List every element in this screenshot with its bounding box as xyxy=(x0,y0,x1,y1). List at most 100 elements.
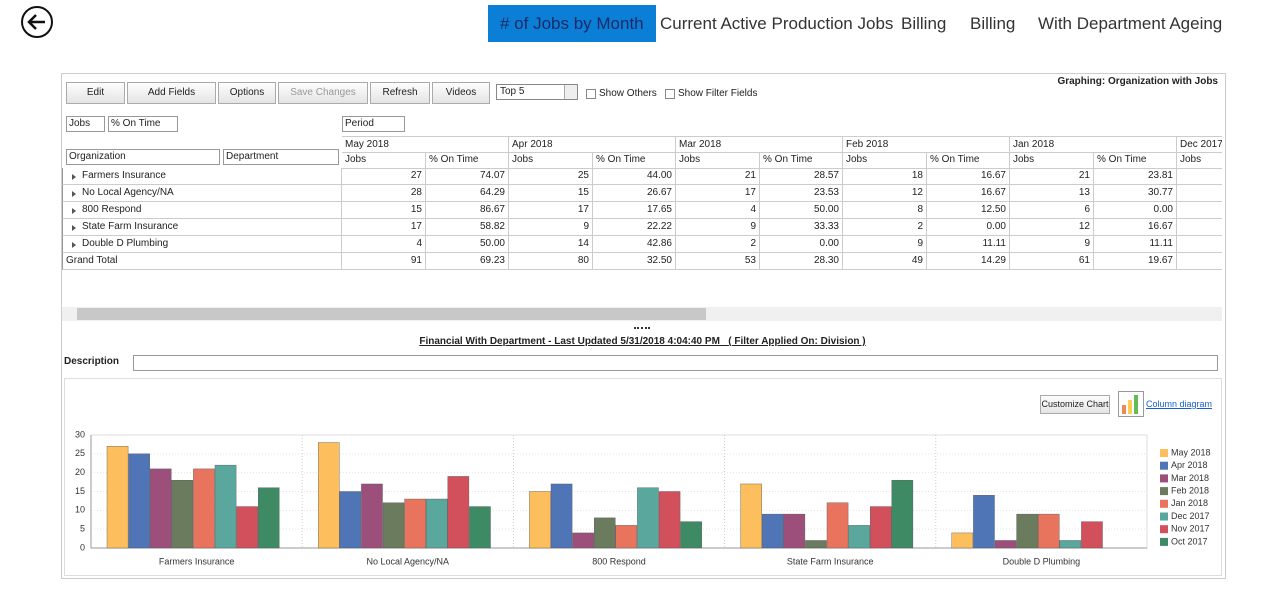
y-tick-label: 5 xyxy=(80,524,85,534)
pivot-cell: 2 xyxy=(676,236,760,253)
expand-icon[interactable] xyxy=(72,208,76,214)
checkbox[interactable] xyxy=(586,89,596,99)
nav-tab[interactable]: With Department Ageing xyxy=(1038,14,1223,33)
bar xyxy=(171,480,194,549)
legend-label: Nov 2017 xyxy=(1171,524,1210,534)
chart-link[interactable]: Column diagram xyxy=(1146,399,1213,409)
sub-header: % On Time xyxy=(426,152,509,169)
y-tick-label: 30 xyxy=(75,429,85,439)
column-field[interactable]: Period xyxy=(342,116,405,132)
bar xyxy=(550,483,573,549)
period-header: Apr 2018 xyxy=(509,136,676,153)
pivot-cell: 17.65 xyxy=(593,202,676,219)
bar xyxy=(848,525,870,549)
pivot-cell: 91 xyxy=(342,253,426,270)
toolbar-button[interactable]: Videos xyxy=(432,82,490,104)
legend-label: Feb 2018 xyxy=(1171,485,1209,495)
pivot-cell: 0.00 xyxy=(927,219,1010,236)
expand-icon[interactable] xyxy=(72,174,76,180)
pivot-cell: 16.67 xyxy=(927,168,1010,185)
bar xyxy=(615,525,638,549)
pivot-cell: 22.22 xyxy=(593,219,676,236)
bar xyxy=(994,540,1017,549)
pivot-cell: 15 xyxy=(509,185,593,202)
bar xyxy=(658,491,681,549)
row-field[interactable]: Department xyxy=(223,149,339,165)
pivot-cell: 23.53 xyxy=(760,185,843,202)
chart: 0 5 10 15 20 25 30 Farmers Insurance No Local Ag… xyxy=(75,429,1211,566)
checkbox[interactable] xyxy=(665,89,675,99)
nav-tab[interactable]: # of Jobs by Month xyxy=(488,5,656,42)
expand-icon[interactable] xyxy=(72,191,76,197)
nav-tab[interactable]: Billing xyxy=(901,14,947,33)
pivot-cell: 16.67 xyxy=(1094,219,1177,236)
legend-label: Apr 2018 xyxy=(1171,460,1208,470)
customize-chart-button[interactable]: Customize Chart xyxy=(1040,395,1110,414)
bar xyxy=(382,502,405,549)
scroll-thumb[interactable] xyxy=(77,308,706,320)
chart-icon[interactable] xyxy=(1118,391,1144,417)
chart-panel xyxy=(64,378,1222,576)
bar xyxy=(637,487,659,549)
toolbar-button[interactable]: Save Changes xyxy=(278,82,368,104)
bar xyxy=(973,495,995,549)
bar xyxy=(529,491,551,549)
pivot-cell: 86.67 xyxy=(426,202,509,219)
expand-icon[interactable] xyxy=(72,242,76,248)
description-label: Description xyxy=(64,356,120,367)
splitter[interactable] xyxy=(634,327,650,329)
pivot-cell xyxy=(1177,202,1222,219)
pivot-cell: 53 xyxy=(676,253,760,270)
toolbar-button[interactable]: Add Fields xyxy=(127,82,216,104)
legend-swatch xyxy=(1160,525,1168,534)
legend-label: May 2018 xyxy=(1171,447,1211,457)
pivot-cell: 14.29 xyxy=(927,253,1010,270)
pivot-cell: 0.00 xyxy=(1094,202,1177,219)
toolbar-button[interactable]: Edit xyxy=(66,82,125,104)
pivot-cell: 17 xyxy=(342,219,426,236)
toolbar-button[interactable]: Refresh xyxy=(370,82,430,104)
x-tick-label: No Local Agency/NA xyxy=(367,556,450,566)
bar xyxy=(258,487,280,549)
pivot-cell: 2 xyxy=(843,219,927,236)
pivot-cell: 18 xyxy=(843,168,927,185)
bar xyxy=(870,506,892,549)
nav-tab[interactable]: Current Active Production Jobs xyxy=(660,14,894,33)
pivot-cell: 21 xyxy=(1010,168,1094,185)
y-tick-label: 10 xyxy=(75,505,85,515)
pivot-cell: 0.00 xyxy=(760,236,843,253)
bar xyxy=(318,442,340,549)
row-label: No Local Agency/NA xyxy=(62,185,342,202)
bar xyxy=(426,498,448,549)
scrollbar[interactable] xyxy=(62,307,1222,321)
legend-swatch xyxy=(1160,537,1168,546)
bar xyxy=(149,468,172,549)
top-select[interactable]: Top 5 xyxy=(496,84,578,100)
bar xyxy=(594,517,616,549)
x-tick-label: 800 Respond xyxy=(592,556,646,566)
data-field[interactable]: % On Time xyxy=(108,116,178,132)
select-text: Top 5 xyxy=(500,86,525,97)
expand-icon[interactable] xyxy=(72,225,76,231)
pivot-cell: 15 xyxy=(342,202,426,219)
back-button[interactable] xyxy=(20,5,56,41)
period-header: Jan 2018 xyxy=(1010,136,1177,153)
bar xyxy=(1016,513,1038,549)
pivot-cell: 12.50 xyxy=(927,202,1010,219)
pivot-cell: 17 xyxy=(676,185,760,202)
x-tick-label: Double D Plumbing xyxy=(1003,556,1081,566)
period-header: Mar 2018 xyxy=(676,136,843,153)
toolbar-button[interactable]: Options xyxy=(218,82,276,104)
pivot-cell: 26.67 xyxy=(593,185,676,202)
main-panel xyxy=(61,73,1226,579)
bar xyxy=(805,540,827,549)
pivot-cell xyxy=(1177,168,1222,185)
description-input[interactable] xyxy=(133,355,1218,371)
pivot-cell: 23.81 xyxy=(1094,168,1177,185)
row-field[interactable]: Organization xyxy=(66,149,220,165)
data-field[interactable]: Jobs xyxy=(66,116,105,132)
sub-header: % On Time xyxy=(593,152,676,169)
nav-tab[interactable]: Billing xyxy=(970,14,1016,33)
checkbox-label: Show Filter Fields xyxy=(678,88,758,99)
